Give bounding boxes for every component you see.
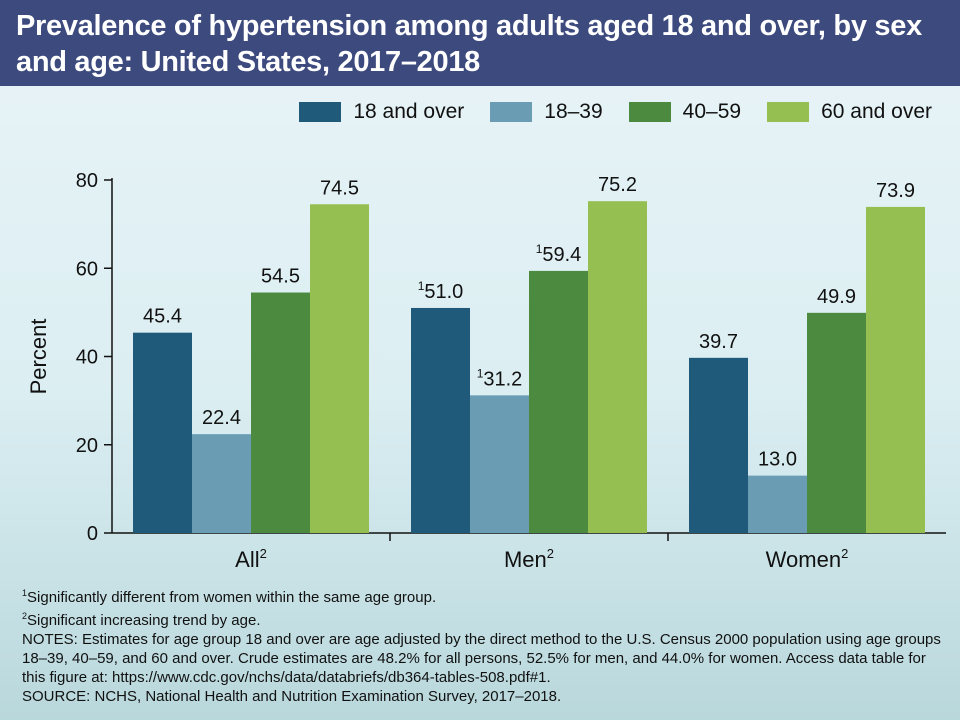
y-tick-label: 60 xyxy=(76,258,98,280)
bar-data-label: 159.4 xyxy=(536,242,582,266)
y-tick-label: 80 xyxy=(76,170,98,192)
legend-item: 18 and over xyxy=(299,100,464,124)
legend-swatch xyxy=(628,102,671,122)
title-bar: Prevalence of hypertension among adults … xyxy=(0,0,960,86)
bar-data-label: 151.0 xyxy=(418,279,464,303)
legend: 18 and over 18–39 40–59 60 and over xyxy=(299,100,932,124)
y-tick-label: 20 xyxy=(76,435,98,457)
bar xyxy=(748,475,807,533)
legend-swatch xyxy=(299,102,342,122)
footnote-2-marker: 2 xyxy=(22,611,28,621)
bar xyxy=(529,270,588,533)
legend-label: 18–39 xyxy=(544,100,603,123)
legend-item: 60 and over xyxy=(767,100,932,124)
legend-swatch xyxy=(767,102,810,122)
category-footnote-marker: 2 xyxy=(547,546,554,561)
bar xyxy=(411,307,470,533)
bar-label-footnote-marker: 1 xyxy=(477,366,484,380)
footnote-1-marker: 1 xyxy=(22,588,28,598)
footnote-2: 2Significant increasing trend by age. xyxy=(22,607,942,630)
x-category-label: Women2 xyxy=(766,546,849,572)
source: SOURCE: NCHS, National Health and Nutrit… xyxy=(22,688,562,705)
bar-data-label: 54.5 xyxy=(261,266,300,288)
footnote-1: 1Significantly different from women with… xyxy=(22,584,942,607)
bar xyxy=(133,332,192,533)
chart-title: Prevalence of hypertension among adults … xyxy=(16,10,922,78)
bar-data-label: 45.4 xyxy=(143,306,182,328)
legend-item: 18–39 xyxy=(490,100,603,124)
bar-data-label: 13.0 xyxy=(758,449,797,471)
y-axis-label: Percent xyxy=(26,319,51,395)
x-category-label: All2 xyxy=(235,546,267,572)
category-name: Women xyxy=(766,547,841,572)
bar-data-label: 74.5 xyxy=(320,177,359,199)
legend-label: 40–59 xyxy=(682,100,742,123)
bar-data-label: 131.2 xyxy=(477,366,523,390)
bar xyxy=(251,292,310,533)
footnote-2-text: Significant increasing trend by age. xyxy=(27,612,261,629)
bar-label-footnote-marker: 1 xyxy=(418,279,425,293)
bar-data-label: 39.7 xyxy=(699,331,738,353)
bar xyxy=(866,206,925,533)
legend-swatch xyxy=(490,102,533,122)
bar xyxy=(588,201,647,533)
bar-label-footnote-marker: 1 xyxy=(536,242,543,256)
bar xyxy=(689,357,748,533)
footnote-1-text: Significantly different from women withi… xyxy=(27,589,437,606)
legend-item: 40–59 xyxy=(628,100,742,124)
bar-chart: Percent02040608045.422.454.574.5All2151.… xyxy=(26,170,946,572)
bar-data-label: 73.9 xyxy=(876,180,915,202)
bar-label-value: 31.2 xyxy=(483,368,522,390)
category-name: All xyxy=(235,547,259,572)
category-footnote-marker: 2 xyxy=(841,546,848,561)
legend-label: 18 and over xyxy=(353,100,465,123)
bar xyxy=(310,204,369,534)
bar xyxy=(807,312,866,533)
category-footnote-marker: 2 xyxy=(260,546,267,561)
legend-label: 60 and over xyxy=(821,100,932,123)
y-tick-label: 40 xyxy=(76,347,98,369)
bar xyxy=(192,434,251,533)
bar xyxy=(470,395,529,533)
footnotes: 1Significantly different from women with… xyxy=(22,584,942,706)
category-name: Men xyxy=(504,547,547,572)
y-tick-label: 0 xyxy=(87,523,98,545)
bar-data-label: 49.9 xyxy=(817,286,856,308)
bar-label-value: 59.4 xyxy=(542,244,581,266)
bar-data-label: 75.2 xyxy=(598,174,637,196)
bar-label-value: 51.0 xyxy=(424,281,463,303)
bar-data-label: 22.4 xyxy=(202,407,241,429)
notes: NOTES: Estimates for age group 18 and ov… xyxy=(22,631,941,686)
x-category-label: Men2 xyxy=(504,546,554,572)
